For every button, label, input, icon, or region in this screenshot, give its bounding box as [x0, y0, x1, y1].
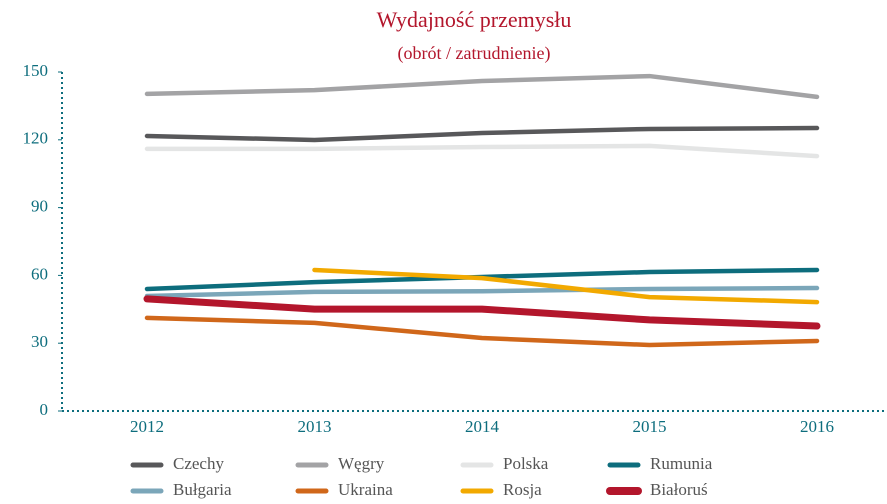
- series-line: [144, 73, 820, 100]
- legend-label: Polska: [503, 454, 549, 473]
- x-tick-label: 2014: [465, 417, 500, 436]
- series-line: [144, 315, 820, 348]
- x-tick-label: 2015: [633, 417, 667, 436]
- series-line: [144, 285, 820, 299]
- y-tick-label: 120: [23, 129, 49, 148]
- legend-label: Bułgaria: [173, 480, 232, 499]
- y-tick-label: 30: [31, 332, 48, 351]
- legend-label: Białoruś: [650, 480, 708, 499]
- chart-subtitle: (obrót / zatrudnienie): [398, 43, 551, 64]
- series-line: [143, 295, 821, 330]
- y-tick-label: 150: [23, 61, 49, 80]
- series-line: [144, 125, 820, 143]
- series-line: [144, 143, 820, 159]
- y-tick-label: 0: [40, 400, 49, 419]
- chart-title: Wydajność przemysłu: [377, 7, 572, 32]
- legend-label: Węgry: [338, 454, 385, 473]
- legend-label: Rosja: [503, 480, 542, 499]
- legend-label: Rumunia: [650, 454, 713, 473]
- x-tick-label: 2016: [800, 417, 834, 436]
- legend-label: Ukraina: [338, 480, 393, 499]
- x-tick-label: 2013: [298, 417, 332, 436]
- series-line: [312, 267, 820, 305]
- y-tick-label: 90: [31, 197, 48, 216]
- legend-label: Czechy: [173, 454, 224, 473]
- x-tick-label: 2012: [130, 417, 164, 436]
- y-tick-label: 60: [31, 264, 48, 283]
